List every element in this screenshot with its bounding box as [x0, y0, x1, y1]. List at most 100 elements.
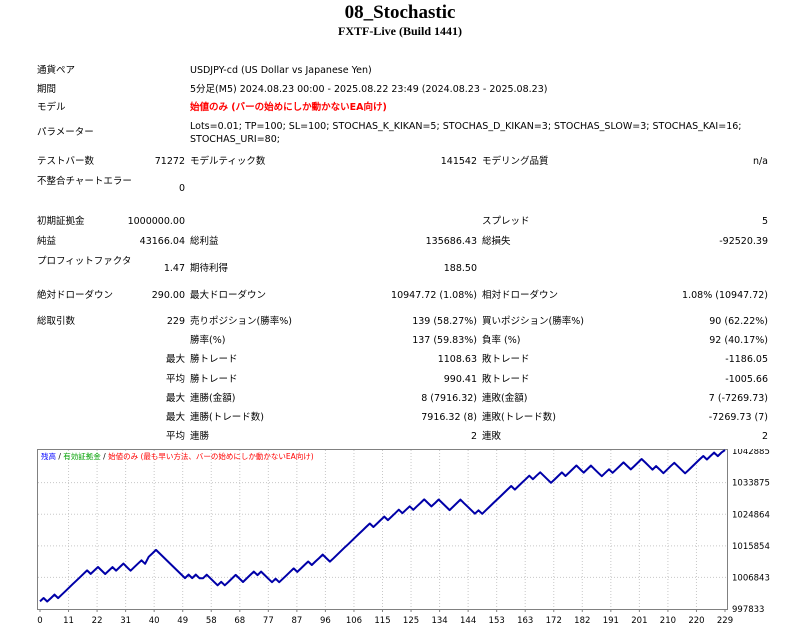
x-tick-label: 134 — [431, 616, 447, 625]
max-label: 最大 — [165, 354, 185, 365]
rel-dd-value: 1.08% (10947.72) — [682, 290, 768, 301]
consec-loss-amt-value: 7 (-7269.73) — [708, 393, 768, 404]
params-label: パラメーター — [37, 127, 94, 138]
short-value: 139 (58.27%) — [412, 316, 477, 327]
x-tick-label: 22 — [92, 616, 103, 625]
x-tick-label: 106 — [346, 616, 362, 625]
quality-value: n/a — [752, 156, 768, 167]
model-label: モデル — [37, 102, 66, 113]
avg-consec-loss-label: 連敗 — [482, 431, 502, 442]
balance-line — [39, 449, 726, 603]
win-pct-label: 勝率(%) — [190, 335, 226, 346]
y-tick-label: 1042885 — [732, 449, 770, 457]
x-tick-label: 87 — [291, 616, 302, 625]
x-tick-label: 144 — [460, 616, 476, 625]
consec-win-amt-value: 8 (7916.32) — [421, 393, 477, 404]
max-label-2: 最大 — [165, 393, 185, 404]
total-trades-label: 総取引数 — [37, 316, 76, 327]
bars-value: 71272 — [154, 156, 185, 167]
avg-consec-win-label: 連勝 — [190, 431, 210, 442]
short-label: 売りポジション(勝率%) — [190, 316, 292, 327]
model-value: 始値のみ (バーの始めにしか動かないEA向け) — [190, 102, 387, 113]
x-tick-label: 77 — [263, 616, 274, 625]
x-tick-label: 201 — [631, 616, 647, 625]
x-tick-label: 68 — [234, 616, 245, 625]
consec-loss-cnt-label: 連敗(トレード数) — [482, 412, 556, 423]
x-tick-label: 229 — [717, 616, 733, 625]
legend-entry: 始値のみ (最も早い方法、バーの始めにしか動かないEA向け) — [108, 451, 314, 461]
ticks-value: 141542 — [440, 156, 477, 167]
consec-win-cnt-label: 連勝(トレード数) — [190, 412, 264, 423]
y-tick-label: 997833 — [732, 605, 764, 615]
x-tick-label: 153 — [489, 616, 505, 625]
mismatch-label: 不整合チャートエラー — [37, 176, 132, 187]
bars-label: テストバー数 — [37, 156, 95, 167]
max-win-label: 勝トレード — [190, 354, 238, 365]
x-tick-label: 40 — [149, 616, 160, 625]
x-tick-label: 220 — [688, 616, 704, 625]
ticks-label: モデルティック数 — [190, 156, 266, 167]
avg-win-label: 勝トレード — [190, 374, 238, 385]
x-tick-label: 210 — [660, 616, 676, 625]
net-value: 43166.04 — [139, 236, 185, 247]
avg-consec-win-value: 2 — [470, 431, 477, 442]
mismatch-value: 0 — [178, 183, 185, 194]
x-tick-label: 115 — [374, 616, 390, 625]
max-win-value: 1108.63 — [437, 354, 477, 365]
max-label-3: 最大 — [165, 412, 185, 423]
chart-legend: 残高 / 有効証拠金 / 始値のみ (最も早い方法、バーの始めにしか動かないEA… — [41, 451, 314, 461]
y-tick-label: 1006843 — [732, 573, 770, 583]
legend-entry: / — [56, 452, 63, 461]
report-title: 08_Stochastic — [344, 2, 456, 23]
avg-loss-label: 敗トレード — [482, 374, 530, 385]
x-tick-label: 11 — [63, 616, 74, 625]
max-dd-value: 10947.72 (1.08%) — [391, 290, 477, 301]
period-value: 5分足(M5) 2024.08.23 00:00 - 2025.08.22 23… — [190, 84, 548, 95]
x-tick-label: 182 — [574, 616, 590, 625]
long-value: 90 (62.22%) — [709, 316, 768, 327]
long-label: 買いポジション(勝率%) — [482, 316, 584, 327]
x-tick-label: 163 — [517, 616, 533, 625]
total-trades-value: 229 — [166, 316, 185, 327]
legend-entry: 残高 — [41, 451, 56, 461]
y-tick-label: 1033875 — [732, 479, 770, 489]
legend-entry: 有効証拠金 — [63, 451, 101, 461]
consec-loss-cnt-value: -7269.73 (7) — [708, 412, 768, 423]
gross-profit-label: 総利益 — [190, 236, 219, 247]
x-tick-label: 58 — [206, 616, 217, 625]
x-tick-label: 31 — [120, 616, 131, 625]
balance-chart: 0 11 22 31 40 49 58 68 77 87 96 106 115 125 134 144 153 1… — [37, 449, 770, 625]
max-dd-label: 最大ドローダウン — [190, 290, 267, 301]
x-tick-label: 96 — [320, 616, 331, 625]
gross-loss-label: 総損失 — [482, 236, 511, 247]
params-value: Lots=0.01; TP=100; SL=100; STOCHAS_K_KIK… — [190, 121, 742, 145]
pf-value: 1.47 — [163, 263, 185, 274]
y-tick-label: 1024864 — [732, 510, 770, 520]
consec-loss-amt-label: 連敗(金額) — [482, 393, 528, 404]
loss-pct-label: 負率 (%) — [482, 335, 521, 346]
expected-value: 188.50 — [443, 263, 477, 274]
x-tick-label: 0 — [37, 616, 42, 625]
deposit-value: 1000000.00 — [127, 216, 185, 227]
x-tick-label: 49 — [177, 616, 188, 625]
avg-win-value: 990.41 — [443, 374, 477, 385]
consec-win-cnt-value: 7916.32 (8) — [421, 412, 477, 423]
gross-loss-value: -92520.39 — [719, 236, 768, 247]
x-tick-label: 125 — [403, 616, 419, 625]
avg-label: 平均 — [165, 374, 185, 385]
expected-label: 期待利得 — [190, 263, 229, 274]
legend-entry: / — [101, 452, 108, 461]
x-tick-label: 191 — [603, 616, 619, 625]
loss-pct-value: 92 (40.17%) — [709, 335, 768, 346]
abs-dd-label: 絶対ドローダウン — [37, 290, 114, 301]
abs-dd-value: 290.00 — [151, 290, 185, 301]
win-pct-value: 137 (59.83%) — [412, 335, 477, 346]
deposit-label: 初期証拠金 — [37, 216, 85, 227]
pf-label: プロフィットファクタ — [37, 256, 132, 267]
avg-label-2: 平均 — [165, 431, 185, 442]
rel-dd-label: 相対ドローダウン — [482, 290, 559, 301]
pair-label: 通貨ペア — [37, 65, 76, 76]
gross-profit-value: 135686.43 — [425, 236, 477, 247]
max-loss-value: -1186.05 — [725, 354, 768, 365]
net-label: 純益 — [37, 236, 57, 247]
